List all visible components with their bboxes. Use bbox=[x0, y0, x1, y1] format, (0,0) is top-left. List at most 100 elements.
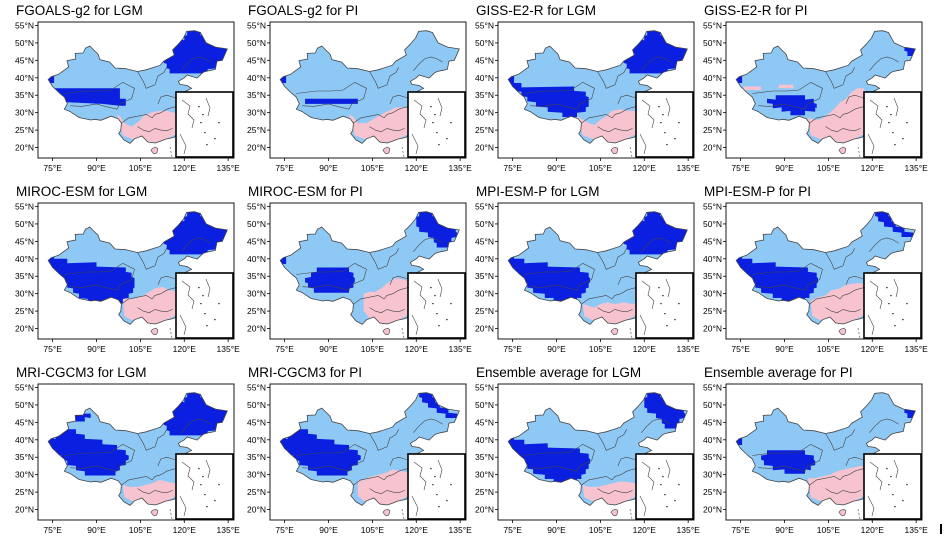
hainan-island bbox=[838, 508, 847, 517]
inset-coastline bbox=[179, 133, 187, 155]
inset-island bbox=[888, 122, 890, 124]
lat-tick-label: 25°N bbox=[703, 306, 722, 316]
province-border bbox=[296, 262, 367, 291]
lat-tick-label: 45°N bbox=[15, 55, 34, 65]
lon-tick-label: 90°E bbox=[319, 525, 338, 535]
lon-tick-label: 90°E bbox=[547, 344, 566, 354]
map-frame bbox=[269, 383, 467, 521]
dark-blue-zone-region bbox=[508, 83, 589, 117]
lat-tick-label: 25°N bbox=[475, 487, 494, 497]
inset-coastline bbox=[639, 314, 647, 336]
dark-blue-zone-region bbox=[736, 438, 743, 446]
lon-tick-label: 75°E bbox=[43, 525, 62, 535]
dashed-line bbox=[629, 327, 633, 339]
lat-tick-label: 40°N bbox=[475, 73, 494, 83]
inset-island bbox=[202, 295, 204, 297]
lat-tick-label: 35°N bbox=[15, 452, 34, 462]
lat-tick-label: 55°N bbox=[247, 382, 266, 392]
inset-island bbox=[660, 303, 662, 305]
lat-tick-label: 35°N bbox=[475, 90, 494, 100]
province-border bbox=[413, 237, 443, 252]
lat-tick-label: 35°N bbox=[247, 90, 266, 100]
province-border bbox=[825, 67, 855, 89]
province-border bbox=[752, 262, 823, 291]
inset-island bbox=[664, 132, 666, 134]
map-panel: MIROC-ESM for PI 55°N 50°N 45°N 40°N 35°N 30°N… bbox=[232, 181, 472, 360]
province-border bbox=[524, 443, 595, 472]
inset-island bbox=[438, 325, 440, 327]
lon-tick-label: 90°E bbox=[775, 525, 794, 535]
lat-tick-label: 35°N bbox=[703, 271, 722, 281]
province-border bbox=[825, 429, 855, 451]
lon-tick-label: 105°E bbox=[817, 163, 841, 173]
lat-tick-label: 55°N bbox=[475, 382, 494, 392]
inset-island bbox=[888, 303, 890, 305]
pink-zone-region bbox=[582, 478, 649, 505]
province-border bbox=[64, 443, 135, 472]
lat-tick-label: 45°N bbox=[475, 417, 494, 427]
dark-blue-zone-region bbox=[48, 429, 129, 476]
province-border bbox=[369, 429, 399, 451]
province-border bbox=[137, 307, 173, 314]
province-border bbox=[369, 126, 405, 133]
lon-tick-label: 75°E bbox=[275, 163, 294, 173]
inset-island bbox=[678, 484, 680, 486]
province-border bbox=[137, 126, 173, 133]
province-border bbox=[597, 429, 627, 451]
inset-island bbox=[902, 319, 904, 321]
inset-island bbox=[660, 484, 662, 486]
lon-tick-label: 75°E bbox=[503, 163, 522, 173]
lat-tick-label: 35°N bbox=[475, 452, 494, 462]
province-border bbox=[809, 467, 868, 486]
inset-coastline bbox=[411, 314, 419, 336]
province-border bbox=[869, 56, 899, 71]
lon-tick-label: 135°E bbox=[677, 163, 701, 173]
country-outline bbox=[507, 211, 688, 325]
inset-coastline bbox=[413, 461, 427, 491]
map-panel: GISS-E2-R for PI 55°N 50°N 45°N 40°N 35°N 30°N… bbox=[688, 0, 928, 179]
inset-island bbox=[658, 468, 660, 470]
lat-tick-label: 25°N bbox=[15, 487, 34, 497]
inset-island bbox=[664, 494, 666, 496]
province-border bbox=[296, 81, 367, 110]
lat-tick-label: 50°N bbox=[475, 400, 494, 410]
dark-blue-zone-region bbox=[508, 76, 515, 84]
lon-tick-label: 105°E bbox=[129, 525, 153, 535]
hainan-island bbox=[610, 327, 619, 336]
map-frame bbox=[725, 383, 923, 521]
map-panel: MRI-CGCM3 for LGM 55°N 50°N 45°N 40°N 35°N 30°… bbox=[0, 362, 240, 541]
province-border bbox=[845, 456, 868, 467]
dark-blue-zone-region bbox=[419, 392, 458, 418]
inset-coastline bbox=[869, 461, 883, 491]
lon-tick-label: 90°E bbox=[87, 163, 106, 173]
panel-title: MPI-ESM-P for PI bbox=[704, 184, 812, 199]
lat-tick-label: 55°N bbox=[15, 382, 34, 392]
pink-zone-region bbox=[117, 110, 189, 143]
dark-blue-zone-region bbox=[305, 98, 358, 104]
lat-tick-label: 45°N bbox=[703, 55, 722, 65]
lat-tick-label: 40°N bbox=[15, 73, 34, 83]
map-panel: MIROC-ESM for LGM 55°N 50°N 45°N 40°N 35°N 30°… bbox=[0, 181, 240, 360]
lat-tick-label: 55°N bbox=[703, 20, 722, 30]
lon-tick-label: 90°E bbox=[775, 344, 794, 354]
inset-island bbox=[198, 287, 200, 289]
inset-island bbox=[678, 303, 680, 305]
map-frame bbox=[725, 202, 923, 340]
province-border bbox=[157, 94, 180, 105]
lon-tick-label: 120°E bbox=[861, 344, 885, 354]
country-outline bbox=[47, 30, 228, 144]
lat-tick-label: 40°N bbox=[247, 254, 266, 264]
panel-title: MIROC-ESM for PI bbox=[248, 184, 363, 199]
lon-tick-label: 120°E bbox=[173, 344, 197, 354]
inset-coastline bbox=[411, 133, 419, 155]
inset-coastline bbox=[639, 495, 647, 517]
inset-island bbox=[446, 319, 448, 321]
lon-tick-label: 135°E bbox=[449, 525, 473, 535]
province-border bbox=[369, 307, 405, 314]
lat-tick-label: 20°N bbox=[247, 505, 266, 515]
lon-tick-label: 120°E bbox=[405, 163, 429, 173]
inset-coastline bbox=[893, 97, 899, 117]
map-panel: MPI-ESM-P for PI 55°N 50°N 45°N 40°N 35°N 30°N… bbox=[688, 181, 928, 360]
pink-zone-region bbox=[582, 298, 649, 324]
lon-tick-label: 90°E bbox=[319, 163, 338, 173]
